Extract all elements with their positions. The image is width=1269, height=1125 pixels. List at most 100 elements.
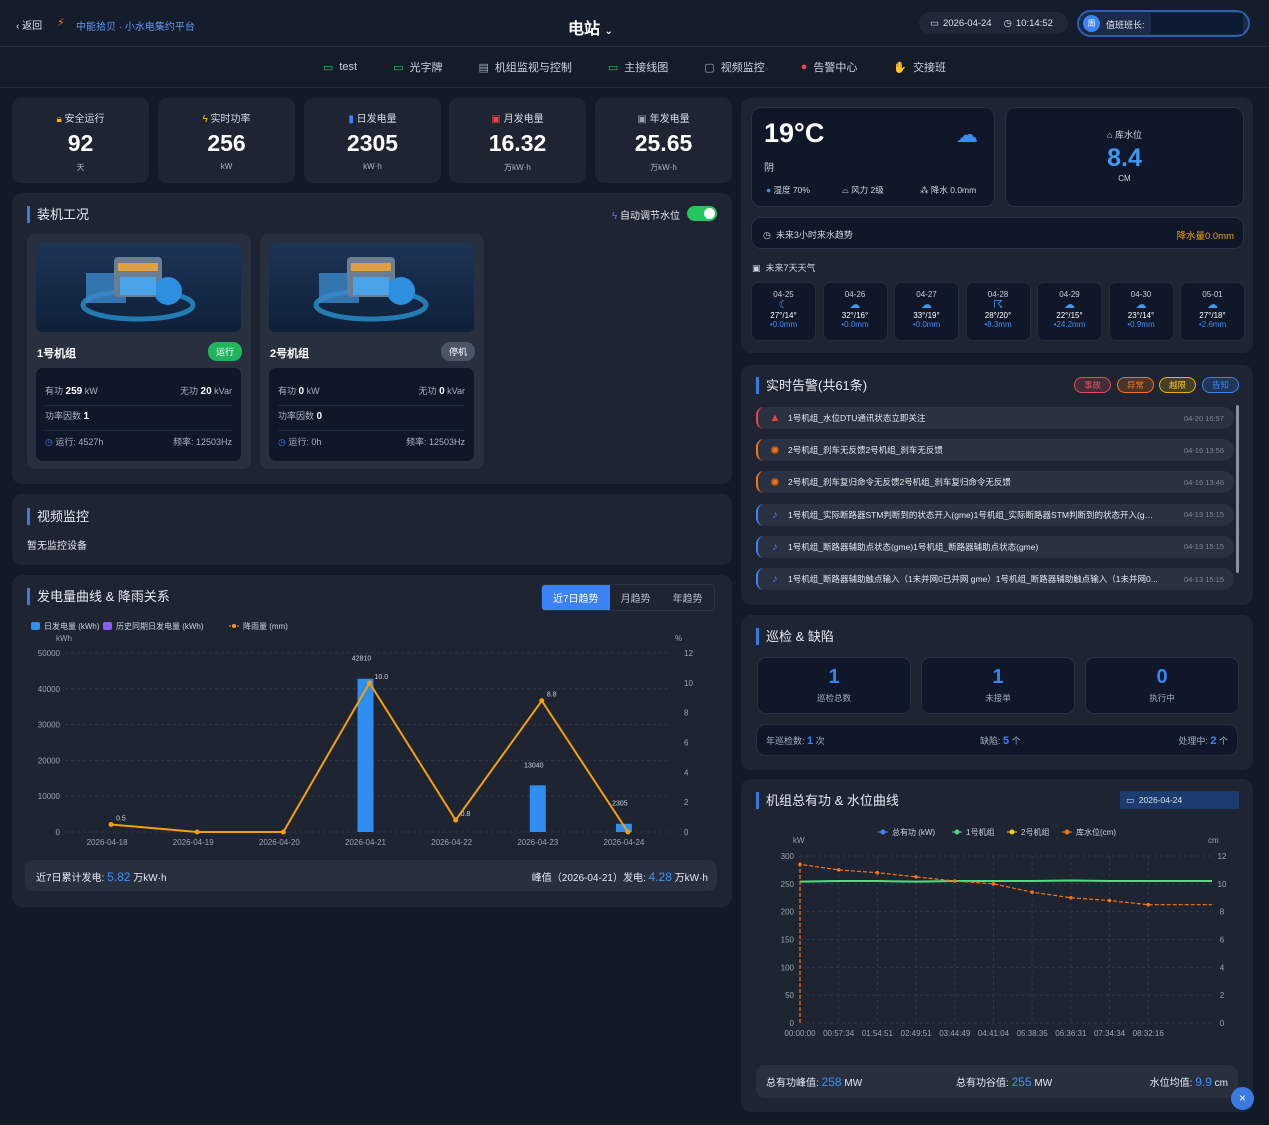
monitor-icon: ▭ [322,61,334,74]
alarm-item[interactable]: ♪ 1号机组_断路器辅助触点输入（1未并网0已并网 gme）1号机组_断路器辅助触… [756,568,1234,590]
moon-icon: ☾ [778,299,789,311]
thunder-icon: ☈ [993,299,1003,311]
y2-tick-label: 8 [1220,908,1225,917]
back-button[interactable]: ‹ 返回 [16,21,43,32]
close-float-button[interactable]: × [1231,1087,1254,1110]
trend-tabs: 近7日趋势 月趋势 年趋势 [541,584,715,611]
inspection-stat[interactable]: 1 巡检总数 [757,657,911,714]
user-role: 值班班长: [1106,20,1145,30]
inspection-stat[interactable]: 0 执行中 [1085,657,1239,714]
inspection-label: 未接单 [985,693,1011,703]
rainfall-point [280,829,286,835]
reactive-power-value: 20 [200,386,212,397]
stat-card: ▣ 年发电量 25.65 万kW·h [595,98,732,183]
avg-unit: cm [1214,1078,1228,1089]
tab-7day[interactable]: 近7日趋势 [542,585,610,610]
calendar-icon: ▣ [637,114,647,125]
nav-item-5[interactable]: ● 告警中心 [783,47,876,87]
tab-year[interactable]: 年趋势 [672,594,703,605]
panel-title: 视频监控 [27,508,89,525]
unit-card[interactable]: 2号机组 停机 有功 0 kW 无功 0 kVar 功率因数 0 ◷ 运行: 0h 频率: … [260,234,484,469]
y2-axis-label: cm [1208,836,1219,845]
station-selector[interactable]: 电站 ⌄ [568,21,613,38]
alarm-item[interactable]: ▲ 1号机组_水位DTU通讯状态立即关注 04-20 16:57 [756,407,1234,429]
inspection-stat[interactable]: 1 未接单 [921,657,1075,714]
y-tick-label: 40000 [38,685,61,694]
nav-item-0[interactable]: ▭ test [305,47,375,87]
cloud-icon: ☁ [1207,299,1218,311]
rainfall-label: 10.0 [375,674,389,681]
generation-summary: 近7日累计发电: 5.82 万kW·h 峰值（2026-04-21）发电: 4.… [25,860,717,891]
brand-name: 中能拾贝 · 小水电集约平台 [76,22,195,33]
date-picker[interactable]: ▭ 2026-04-24 [1120,791,1239,809]
water-level-point [914,875,918,879]
alarm-scrollbar[interactable] [1236,405,1239,573]
water-level-point [952,879,957,883]
forecast-date: 04-25 [773,290,794,299]
filter-chip[interactable]: 告知 [1202,377,1240,393]
inspection-value: 1 [992,666,1004,688]
power-chart-panel: 机组总有功 & 水位曲线 [741,779,1253,1112]
y2-tick-label: 12 [1218,852,1227,861]
year-unit: 次 [815,736,825,746]
forecast-date: 04-28 [987,290,1009,299]
nav-item-1[interactable]: ▭ 光字牌 [375,47,460,87]
y-tick-label: 100 [781,963,795,972]
stat-unit: kW·h [363,162,382,171]
y-tick-label: 50000 [38,649,61,658]
y-tick-label: 300 [781,852,795,861]
clock-icon: ◷ [1003,17,1012,29]
forecast-day: 04-30 ☁ 23°/14° •0.9mm [1108,282,1174,341]
turbine-image [80,257,196,322]
forecast-day: 04-26 ☁ 32°/16° •0.0mm [822,282,888,341]
x-tick-label: 03:44:49 [939,1029,971,1038]
filter-chip[interactable]: 越限 [1159,377,1197,393]
stat-unit: 天 [76,163,85,172]
filter-chip[interactable]: 事故 [1074,377,1112,393]
droplet-icon: • [1198,320,1202,329]
water-level-value: 8.4 [1107,144,1142,172]
user-box[interactable]: 周 值班班长: [1077,10,1250,37]
nav-label: test [339,61,358,73]
forecast-rain: 8.3mm [987,320,1012,329]
tab-month[interactable]: 月趋势 [620,594,651,605]
y2-tick-label: 12 [684,649,693,658]
power-line [799,879,1212,883]
alarm-item[interactable]: ♪ 1号机组_实际断路器STM判断到的状态开入(gme)1号机组_实际断路器STM… [756,503,1234,526]
nav-item-3[interactable]: ▭ 主接线图 [590,47,686,87]
y2-tick-label: 4 [684,768,689,777]
bar [357,678,374,832]
nav-item-6[interactable]: ✋ 交接班 [875,47,964,87]
valley-value: 255 [1011,1075,1032,1089]
alarm-text: 1号机组_水位DTU通讯状态立即关注 [788,413,926,423]
nav-item-2[interactable]: ▤ 机组监视与控制 [460,47,589,87]
unit: kVar [214,386,232,396]
nav-item-4[interactable]: ▢ 视频监控 [686,47,782,87]
water-level-card: ⌂ 库水位 8.4 CM [1005,107,1244,207]
active-power-value: 0 [298,386,305,397]
water-level-point [1107,898,1112,903]
peak-label: 峰值（2026-04-21）发电: [531,873,646,884]
alarm-item[interactable]: ✺ 2号机组_刹车复归命令无反馈2号机组_刹车复归命令无反馈 04-16 13:46 [756,471,1234,494]
y-tick-label: 20000 [38,756,61,765]
forecast-temp: 28°/20° [984,311,1012,320]
stat-label: 实时功率 [210,114,251,125]
video-icon: ▢ [704,61,715,74]
rainfall-point [108,822,114,828]
x-tick-label: 08:32:16 [1133,1029,1165,1038]
filter-chip[interactable]: 异常 [1117,377,1155,393]
alarm-item[interactable]: ♪ 1号机组_断路器辅助点状态(gme)1号机组_断路器辅助点状态(gme) 04-… [756,535,1234,558]
power-chart: 总有功 (kW) 1号机组 2号机组 库水位(cm)kW cm0501001502002… [781,827,1227,1038]
avg-value: 9.9 [1195,1075,1212,1089]
peak-unit: 万kW·h [674,873,708,884]
unit-card[interactable]: 1号机组 运行 有功 259 kW 无功 20 kVar 功率因数 1 ◷ 运行: 452… [27,234,251,469]
stat-card: ▮ 日发电量 2305 kW·h [304,98,441,183]
water-level-point [798,862,802,867]
auto-adjust-toggle[interactable] [687,206,717,221]
power-factor-value: 1 [83,411,90,422]
forecast-date: 04-29 [1059,290,1080,299]
alarm-item[interactable]: ✺ 2号机组_刹车无反馈2号机组_刹车无反馈 04-16 13:56 [756,439,1234,462]
frequency: 频率: 12503Hz [405,437,465,447]
peak-value: 4.28 [648,870,672,884]
valley-label: 总有功谷值: [956,1078,1009,1089]
